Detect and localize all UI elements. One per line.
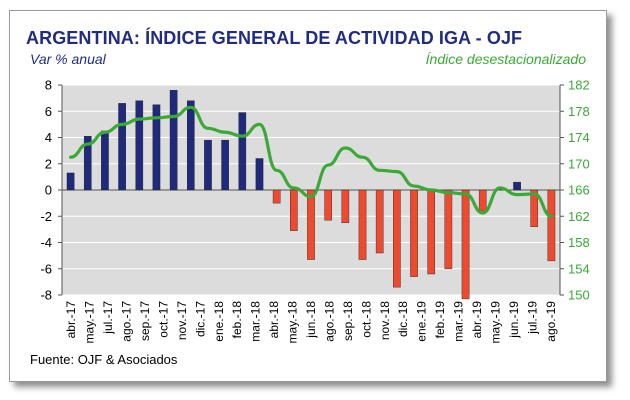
bar [152, 104, 161, 191]
x-tick-label: may.-18 [286, 301, 300, 344]
left-tick-label: -4 [40, 235, 52, 250]
bar [427, 189, 436, 275]
right-tick-label: 170 [568, 156, 590, 171]
x-tick-label: mar.-18 [249, 301, 263, 342]
x-tick-label: ago.-19 [544, 301, 558, 342]
bar [255, 158, 264, 191]
source-note: Fuente: OJF & Asociados [30, 352, 178, 367]
x-tick-label: may.-17 [83, 301, 97, 344]
bar [66, 172, 75, 191]
left-tick-label: -2 [40, 209, 52, 224]
x-tick-label: jul.-19 [525, 301, 539, 335]
x-tick-label: oct.-18 [359, 301, 373, 338]
right-tick-label: 178 [568, 104, 590, 119]
left-tick-label: 0 [45, 183, 52, 198]
bar [290, 189, 298, 231]
bar [444, 189, 453, 269]
bar [118, 103, 126, 191]
bar [204, 139, 212, 191]
x-tick-label: ago.-18 [322, 301, 336, 342]
bar [307, 189, 315, 260]
x-tick-label: mar.-19 [452, 301, 466, 342]
right-tick-label: 166 [568, 183, 590, 198]
x-tick-label: ene.-19 [415, 301, 429, 342]
left-tick-label: 6 [45, 104, 52, 119]
left-axis-label: Var % anual [30, 51, 106, 67]
bar [186, 100, 195, 191]
left-tick-label: -6 [40, 261, 52, 276]
bar [341, 189, 350, 224]
left-tick-label: 2 [45, 156, 52, 171]
x-tick-label: oct.-17 [156, 301, 170, 338]
x-tick-label: nov.-17 [175, 301, 189, 340]
right-tick-label: 158 [568, 235, 590, 250]
x-tick-label: sep.-17 [138, 301, 152, 341]
x-tick-label: abr.-17 [64, 301, 78, 339]
bar [101, 130, 109, 191]
left-tick-label: -8 [40, 288, 52, 303]
x-tick-label: may.-19 [488, 301, 502, 344]
bar [83, 135, 92, 191]
bar [169, 90, 178, 191]
x-tick-label: ene.-18 [212, 301, 226, 342]
bar [547, 189, 556, 262]
bar [461, 189, 470, 300]
right-tick-label: 182 [568, 78, 590, 93]
right-axis-label: Índice desestacionalizado [425, 51, 586, 67]
bar [324, 189, 332, 221]
x-tick-label: nov.-18 [378, 301, 392, 340]
x-tick-label: abr.-19 [470, 301, 484, 339]
right-tick-label: 150 [568, 288, 590, 303]
bar [238, 112, 247, 191]
chart-title: ARGENTINA: ÍNDICE GENERAL DE ACTIVIDAD I… [26, 28, 523, 48]
x-tick-label: dic.-17 [193, 301, 207, 337]
left-tick-label: 8 [45, 78, 52, 93]
x-tick-label: sep.-18 [341, 301, 355, 341]
bar [513, 181, 521, 191]
x-tick-label: abr.-18 [267, 301, 281, 339]
x-tick-label: ago.-17 [120, 301, 134, 342]
x-tick-label: jun.-19 [507, 301, 521, 339]
right-tick-label: 154 [568, 261, 590, 276]
x-tick-label: jul.-17 [101, 301, 115, 335]
x-tick-label: dic.-18 [396, 301, 410, 337]
x-tick-label: feb.-18 [230, 301, 244, 339]
bar [272, 189, 281, 204]
right-tick-label: 174 [568, 130, 590, 145]
bar [135, 100, 144, 191]
bar [358, 189, 367, 260]
bar [478, 189, 487, 212]
bar [221, 139, 229, 191]
left-tick-label: 4 [45, 130, 52, 145]
series-line [68, 105, 554, 218]
bar [393, 189, 401, 288]
x-tick-label: feb.-19 [433, 301, 447, 339]
x-tick-label: jun.-18 [304, 301, 318, 339]
bar [410, 189, 418, 277]
bar [530, 189, 539, 227]
right-tick-label: 162 [568, 209, 590, 224]
bar [375, 189, 384, 254]
